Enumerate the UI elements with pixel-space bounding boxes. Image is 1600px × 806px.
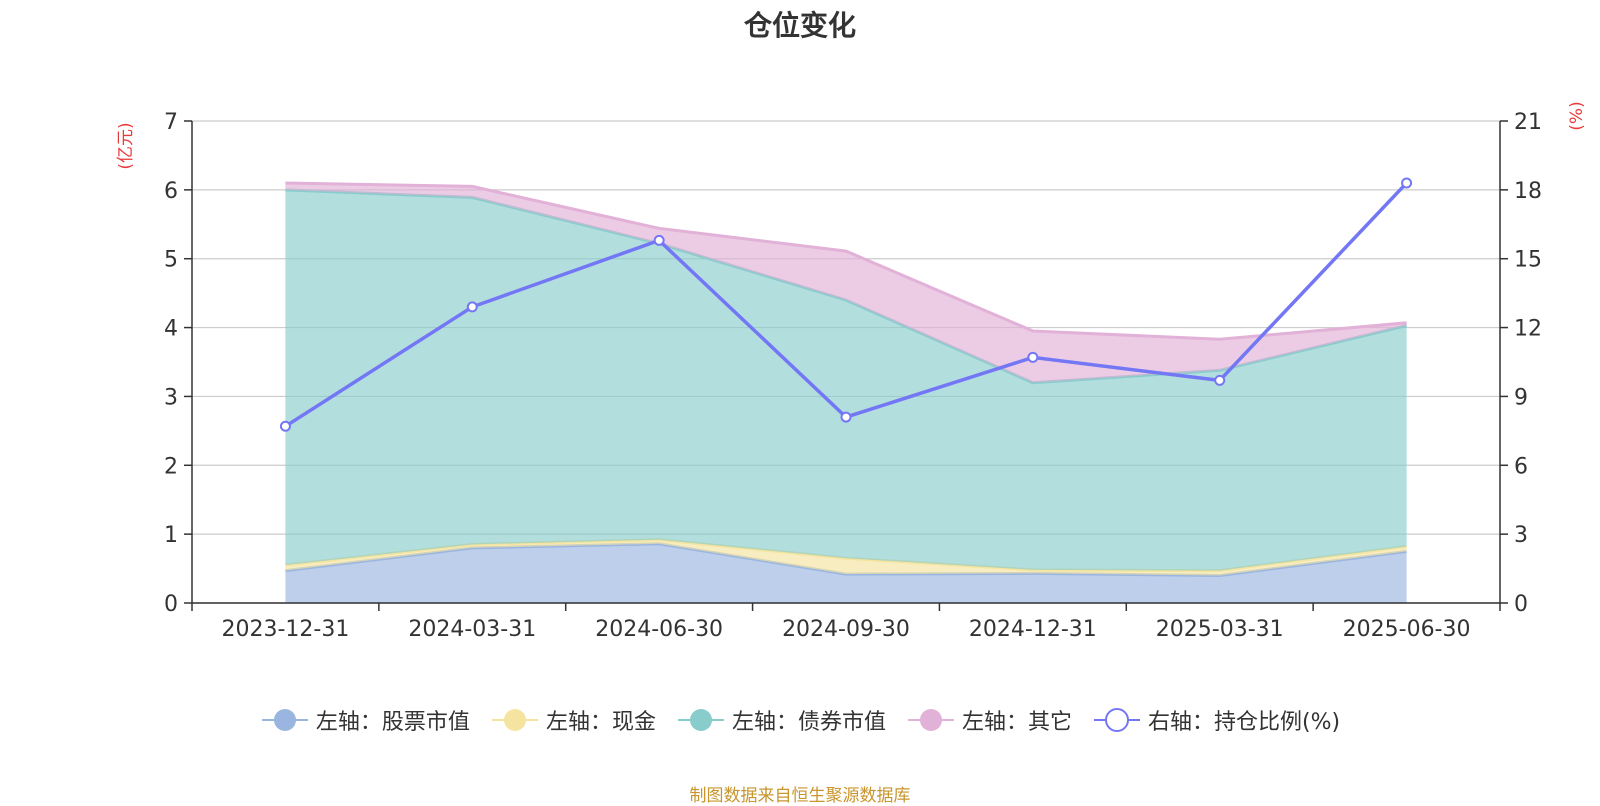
legend-label: 右轴：持仓比例(%)	[1147, 710, 1341, 735]
legend: 左轴：股票市值 左轴：现金 左轴：债券市值 左轴：其它 右轴：持仓比例(%)	[0, 704, 1600, 736]
legend-item-cash[interactable]: 左轴：现金	[490, 704, 656, 736]
ratio-point	[1401, 177, 1413, 189]
area-stock	[285, 543, 1407, 603]
left-tick-label: 4	[164, 317, 178, 342]
legend-label: 左轴：股票市值	[315, 710, 470, 735]
left-axis-unit-label: (亿元)	[116, 122, 136, 169]
legend-swatch-ratio	[1093, 708, 1140, 732]
left-tick-label: 6	[164, 179, 178, 204]
legend-item-other[interactable]: 左轴：其它	[906, 704, 1072, 736]
legend-swatch-stock	[261, 709, 308, 731]
ratio-line	[279, 177, 1413, 432]
legend-swatch-cash	[491, 709, 538, 731]
legend-swatch-other	[907, 709, 954, 731]
x-tick-label: 2025-03-31	[1156, 617, 1284, 642]
x-tick-label: 2024-09-30	[782, 617, 910, 642]
ratio-point	[1027, 351, 1039, 363]
legend-swatch-bond	[677, 709, 724, 731]
right-tick-label: 3	[1514, 523, 1528, 548]
left-tick-label: 2	[164, 454, 178, 479]
right-tick-label: 12	[1514, 317, 1542, 342]
legend-item-bond[interactable]: 左轴：债券市值	[676, 704, 886, 736]
x-tick-label: 2025-06-30	[1343, 617, 1471, 642]
area-edge-other	[285, 181, 1407, 341]
ratio-point	[466, 301, 478, 313]
source-note: 制图数据来自恒生聚源数据库	[689, 786, 911, 806]
right-tick-label: 6	[1514, 454, 1528, 479]
left-tick-label: 7	[164, 110, 178, 135]
right-tick-label: 9	[1514, 385, 1528, 410]
right-tick-label: 21	[1514, 110, 1542, 135]
chart-title: 仓位变化	[743, 9, 856, 42]
area-cash	[285, 539, 1407, 576]
x-tick-label: 2024-06-30	[595, 617, 723, 642]
legend-item-ratio[interactable]: 右轴：持仓比例(%)	[1092, 704, 1340, 736]
ratio-point	[279, 420, 291, 432]
left-tick-label: 0	[164, 592, 178, 617]
axes	[184, 120, 1508, 611]
right-tick-label: 15	[1514, 248, 1542, 273]
legend-label: 左轴：其它	[961, 710, 1072, 735]
ratio-point	[653, 234, 665, 246]
right-axis-unit-label: (%)	[1567, 101, 1587, 130]
x-tick-label: 2023-12-31	[221, 617, 349, 642]
legend-item-stock[interactable]: 左轴：股票市值	[260, 704, 470, 736]
x-tick-label: 2024-03-31	[408, 617, 536, 642]
legend-label: 左轴：债券市值	[731, 710, 886, 735]
right-tick-label: 18	[1514, 179, 1542, 204]
stacked-areas	[285, 181, 1407, 603]
ratio-point	[840, 411, 852, 423]
legend-label: 左轴：现金	[545, 710, 656, 735]
ratio-point	[1214, 374, 1226, 386]
left-tick-label: 3	[164, 385, 178, 410]
area-bond	[285, 189, 1407, 571]
x-tick-label: 2024-12-31	[969, 617, 1097, 642]
right-tick-label: 0	[1514, 592, 1528, 617]
left-tick-label: 5	[164, 248, 178, 273]
left-tick-label: 1	[164, 523, 178, 548]
area-other	[285, 183, 1407, 383]
